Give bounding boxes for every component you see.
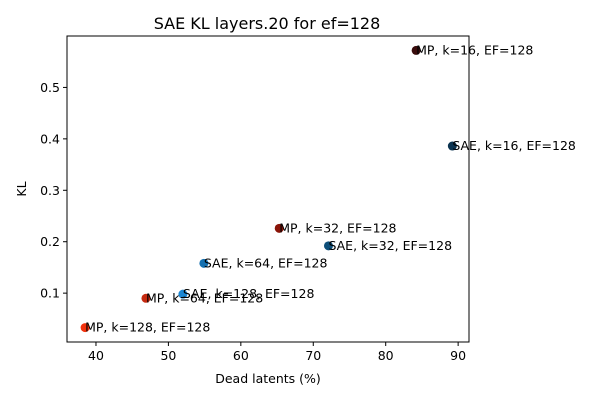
data-point [411,45,421,55]
x-axis-label: Dead latents (%) [215,371,321,386]
y-tick-label: 0.5 [40,80,60,95]
point-labels: MP, k=16, EF=128 SAE, k=16, EF=128 MP, k=3… [85,42,576,334]
x-tick-label: 60 [233,348,249,363]
x-tick-label: 80 [378,348,394,363]
point-label: SAE, k=32, EF=128 [328,238,452,253]
x-tick-label: 70 [305,348,321,363]
y-tick-label: 0.1 [40,286,60,301]
chart-title: SAE KL layers.20 for ef=128 [154,14,381,33]
y-tick-label: 0.2 [40,234,60,249]
x-tick-label: 90 [450,348,466,363]
plot-frame [66,35,470,343]
point-label: SAE, k=128, EF=128 [183,286,315,301]
point-label: MP, k=128, EF=128 [85,320,210,335]
y-tick-label: 0.4 [40,131,60,146]
data-point [323,241,333,251]
point-label: SAE, k=64, EF=128 [204,255,328,270]
y-tick-label: 0.3 [40,183,60,198]
point-label: MP, k=16, EF=128 [416,42,533,57]
data-point [178,289,188,299]
y-axis-label: KL [14,181,29,196]
x-tick-label: 50 [160,348,176,363]
point-label: SAE, k=16, EF=128 [452,138,576,153]
data-point [199,258,209,268]
point-label: MP, k=32, EF=128 [279,220,396,235]
x-tick-label: 40 [88,348,104,363]
axis-ticks: 40 50 60 70 80 90 0.1 0.2 0.3 0.4 0.5 [40,80,466,363]
data-point [141,293,151,303]
point-label: MP, k=64, EF=128 [146,290,263,305]
data-points [80,45,457,333]
data-point [80,323,90,333]
data-point [447,141,457,151]
data-point [274,223,284,233]
